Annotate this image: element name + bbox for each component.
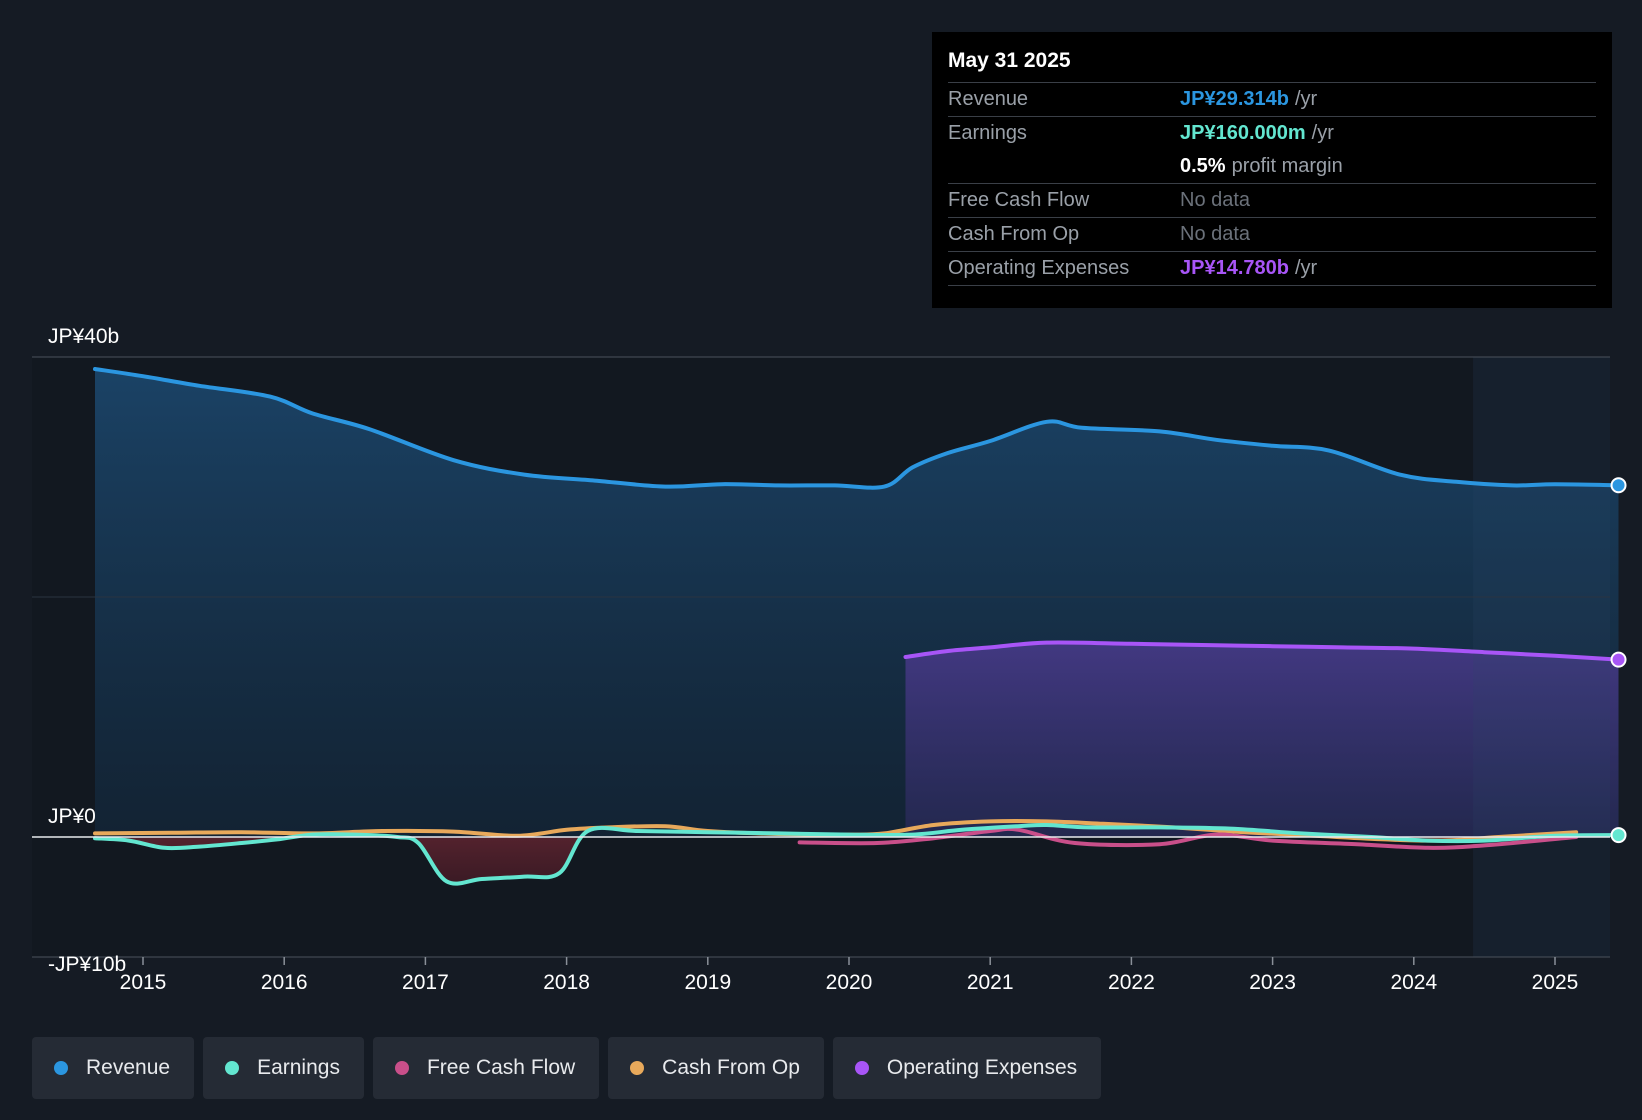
tooltip-value-cfo: No data [1180, 223, 1251, 245]
operating-expenses-dot-icon [854, 1061, 869, 1075]
earnings-dot-icon [225, 1061, 240, 1075]
tooltip-unit-margin: profit margin [1231, 155, 1343, 177]
legend-label-operating-expenses: Operating Expenses [886, 1056, 1078, 1079]
tooltip-unit-revenue: /yr [1294, 88, 1318, 110]
tooltip-label-cfo: Cash From Op [948, 223, 1080, 245]
tooltip-date: May 31 2025 [948, 46, 1596, 83]
legend-item-revenue[interactable]: Revenue [32, 1037, 195, 1099]
tooltip-value-fcf: No data [1180, 189, 1251, 211]
tooltip-value-earnings: JP¥160.000m [1180, 122, 1306, 144]
earnings-negative-area [94, 837, 1610, 884]
legend-label-free-cash-flow: Free Cash Flow [426, 1056, 576, 1079]
operating-expenses-end-dot [1610, 651, 1627, 668]
tooltip-label-revenue: Revenue [948, 88, 1029, 110]
x-tick-label-2023: 2023 [1249, 971, 1296, 994]
y-axis-label-1: JP¥0 [48, 805, 96, 828]
tooltip-label-earnings: Earnings [948, 122, 1027, 144]
tooltip-panel: May 31 2025 Revenue JP¥29.314b /yr Earni… [932, 32, 1612, 308]
x-tick-label-2022: 2022 [1108, 971, 1155, 994]
legend-item-earnings[interactable]: Earnings [203, 1037, 364, 1099]
earnings-line [93, 822, 1621, 886]
revenue-end-dot [1610, 477, 1627, 494]
earnings-end-dot [1610, 827, 1627, 844]
legend-item-free-cash-flow[interactable]: Free Cash Flow [372, 1037, 600, 1099]
y-axis-label-2: -JP¥10b [48, 953, 126, 976]
operating-expenses-area [905, 642, 1619, 837]
free-cash-flow-line [797, 826, 1579, 850]
x-tick-label-2024: 2024 [1390, 971, 1437, 994]
x-tick-label-2021: 2021 [967, 971, 1014, 994]
tooltip-value-margin: 0.5% [1180, 155, 1226, 177]
tooltip-label-fcf: Free Cash Flow [948, 189, 1090, 211]
tooltip-row-margin: 0.5% profit margin [948, 150, 1596, 184]
tooltip-row-earnings: Earnings JP¥160.000m /yr [948, 117, 1596, 150]
tooltip-unit-earnings: /yr [1311, 122, 1334, 144]
tooltip-label-opex: Operating Expenses [948, 257, 1130, 279]
tooltip-value-revenue: JP¥29.314b [1180, 88, 1289, 110]
legend: Revenue Earnings Free Cash Flow Cash Fro… [32, 1037, 1110, 1099]
revenue-line [93, 367, 1621, 490]
x-tick-label-2025: 2025 [1532, 971, 1579, 994]
x-tick-label-2015: 2015 [120, 971, 167, 994]
free-cash-flow-dot-icon [394, 1061, 409, 1075]
x-tick-label-2020: 2020 [826, 971, 873, 994]
tooltip-row-fcf: Free Cash Flow No data [948, 184, 1596, 218]
legend-item-cash-from-op[interactable]: Cash From Op [608, 1037, 824, 1099]
legend-label-cash-from-op: Cash From Op [662, 1056, 800, 1079]
x-tick-label-2019: 2019 [684, 971, 731, 994]
y-axis-label-0: JP¥40b [48, 325, 119, 348]
tooltip-row-cfo: Cash From Op No data [948, 218, 1596, 252]
x-tick-label-2017: 2017 [402, 971, 449, 994]
x-tick-label-2018: 2018 [543, 971, 590, 994]
tooltip-unit-opex: /yr [1294, 257, 1318, 279]
tooltip-value-opex: JP¥14.780b [1180, 257, 1289, 279]
tooltip-row-opex: Operating Expenses JP¥14.780b /yr [948, 252, 1596, 286]
legend-label-earnings: Earnings [257, 1056, 340, 1079]
legend-label-revenue: Revenue [86, 1056, 171, 1079]
tooltip-row-revenue: Revenue JP¥29.314b /yr [948, 83, 1596, 117]
legend-item-operating-expenses[interactable]: Operating Expenses [832, 1037, 1102, 1099]
x-tick-label-2016: 2016 [261, 971, 308, 994]
cash-from-op-dot-icon [630, 1061, 645, 1075]
operating-expenses-line [903, 640, 1621, 662]
revenue-dot-icon [54, 1061, 68, 1075]
